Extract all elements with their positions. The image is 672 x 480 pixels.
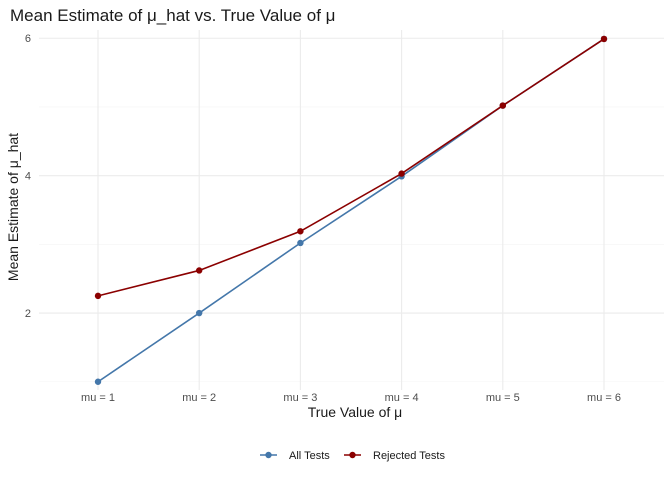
chart-title: Mean Estimate of μ_hat vs. True Value of… (10, 6, 335, 25)
grid (39, 30, 664, 390)
legend-item: All Tests (260, 450, 330, 462)
x-tick-label: mu = 1 (81, 392, 115, 404)
x-tick-label: mu = 2 (182, 392, 216, 404)
data-point (297, 228, 304, 235)
x-axis-ticks: mu = 1 mu = 2 mu = 3 mu = 4 mu = 5 mu = 6 (81, 392, 621, 404)
data-point (196, 267, 203, 274)
y-tick-label: 2 (25, 308, 31, 320)
y-tick-label: 6 (25, 33, 31, 45)
x-tick-label: mu = 3 (283, 392, 317, 404)
x-tick-label: mu = 4 (385, 392, 419, 404)
legend-key-point (349, 451, 356, 459)
series-layer (94, 35, 608, 385)
y-axis-ticks: 2 4 6 (25, 33, 31, 320)
legend-label: All Tests (289, 450, 330, 462)
x-tick-label: mu = 5 (486, 392, 520, 404)
series-line (97, 38, 605, 383)
legend-key-point (265, 451, 272, 459)
data-point (398, 170, 405, 177)
data-point (499, 102, 506, 109)
series-line (97, 38, 605, 297)
y-axis-title: Mean Estimate of μ_hat (5, 133, 21, 281)
x-axis-title: True Value of μ (308, 404, 402, 420)
data-point (600, 35, 608, 43)
data-point (297, 239, 304, 247)
data-point (94, 378, 102, 385)
y-tick-label: 4 (25, 171, 31, 183)
x-tick-label: mu = 6 (587, 392, 621, 404)
legend-label: Rejected Tests (373, 450, 445, 462)
legend-item: Rejected Tests (344, 450, 445, 462)
series-1 (94, 35, 608, 300)
legend: All Tests Rejected Tests (260, 450, 445, 462)
data-point (94, 292, 102, 300)
data-point (196, 309, 203, 317)
